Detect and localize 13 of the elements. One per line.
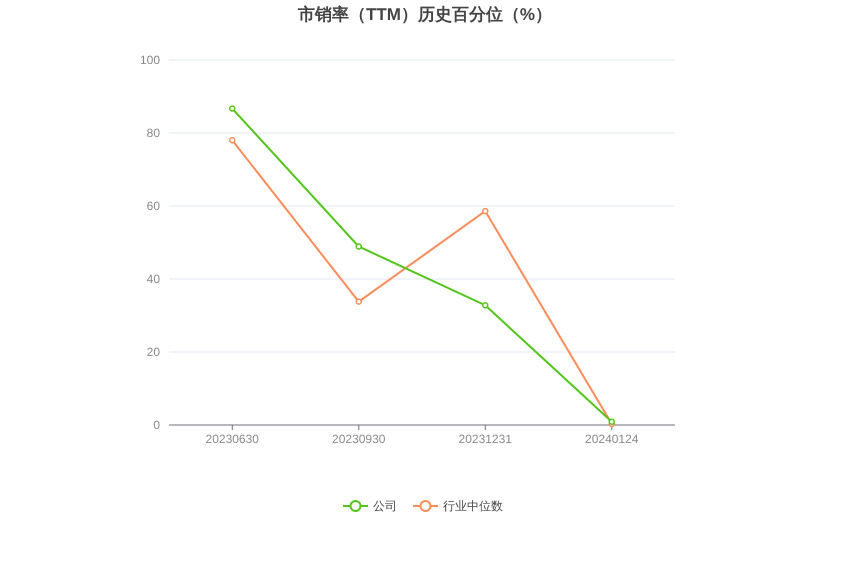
y-tick-label: 20 (146, 345, 160, 359)
y-tick-label: 100 (140, 53, 160, 67)
legend-label: 行业中位数 (443, 499, 503, 513)
y-tick-label: 0 (153, 418, 160, 432)
x-tick-label: 20231231 (458, 432, 512, 446)
x-tick-label: 20240124 (585, 432, 639, 446)
chart-title: 市销率（TTM）历史百分位（%） (296, 5, 552, 24)
legend-label: 公司 (373, 499, 397, 513)
x-tick-label: 20230630 (206, 432, 260, 446)
y-tick-label: 40 (146, 272, 160, 286)
y-tick-label: 60 (146, 199, 160, 213)
x-tick-label: 20230930 (332, 432, 386, 446)
y-tick-label: 80 (146, 126, 160, 140)
